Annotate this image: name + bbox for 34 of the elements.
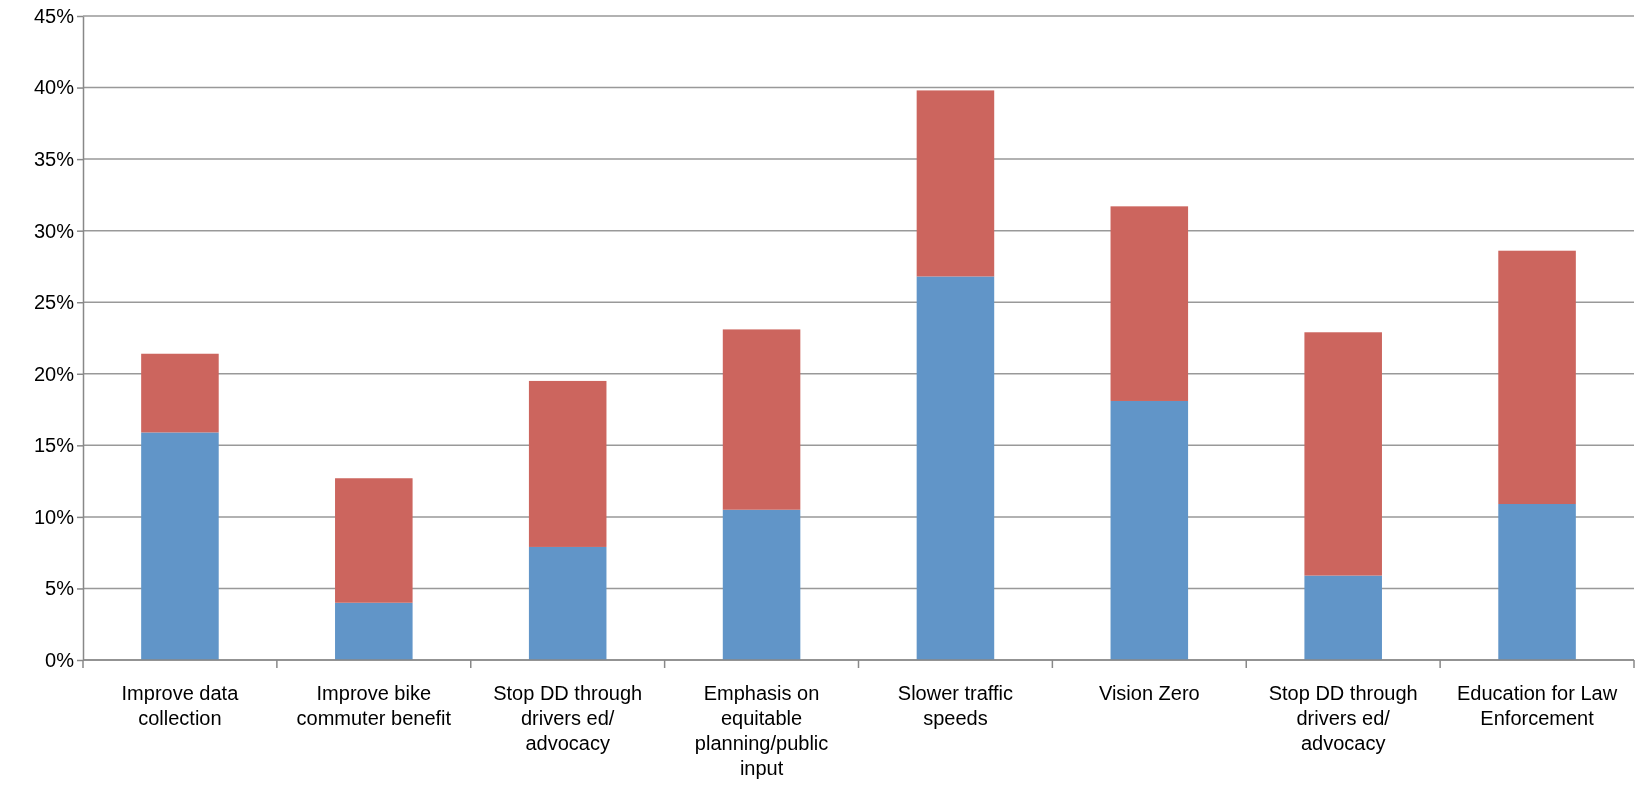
x-tick-label: Stop DD through drivers ed/ advocacy (493, 682, 643, 754)
y-tick-label: 15% (33, 434, 75, 457)
bar (916, 90, 995, 277)
y-tick-label: 35% (33, 148, 75, 171)
bar (1110, 400, 1189, 660)
bar (722, 329, 801, 510)
bar (1498, 250, 1576, 505)
bar (141, 353, 219, 433)
x-tick-label: Vision Zero (1098, 682, 1200, 704)
bar (335, 602, 413, 660)
bar (1304, 575, 1382, 660)
x-tick-label: Education for Law Enforcement (1457, 682, 1618, 729)
y-tick-label: 5% (45, 577, 75, 600)
y-tick-label: 25% (33, 291, 75, 314)
y-tick-label: 30% (33, 219, 75, 242)
y-tick-label: 10% (33, 505, 75, 528)
bar (528, 546, 607, 660)
x-tick-label: Stop DD through drivers ed/ advocacy (1268, 682, 1418, 754)
bar (141, 432, 219, 660)
y-tick-label: 40% (33, 76, 75, 99)
bar (528, 380, 607, 547)
x-tick-label: Improve bike commuter benefit (296, 682, 452, 729)
bar (722, 509, 801, 660)
y-tick-label: 20% (33, 362, 75, 385)
bar (916, 276, 995, 660)
x-tick-label: Improve data collection (121, 682, 240, 729)
y-tick-label: 0% (45, 648, 75, 671)
x-tick-label: Emphasis on equitable planning/public input (694, 682, 829, 779)
bar (1498, 504, 1576, 660)
x-tick-label: Slower traffic speeds (897, 682, 1014, 729)
bar (1304, 332, 1382, 576)
bar (335, 478, 413, 603)
bar (1110, 206, 1189, 401)
y-tick-label: 45% (33, 4, 75, 27)
